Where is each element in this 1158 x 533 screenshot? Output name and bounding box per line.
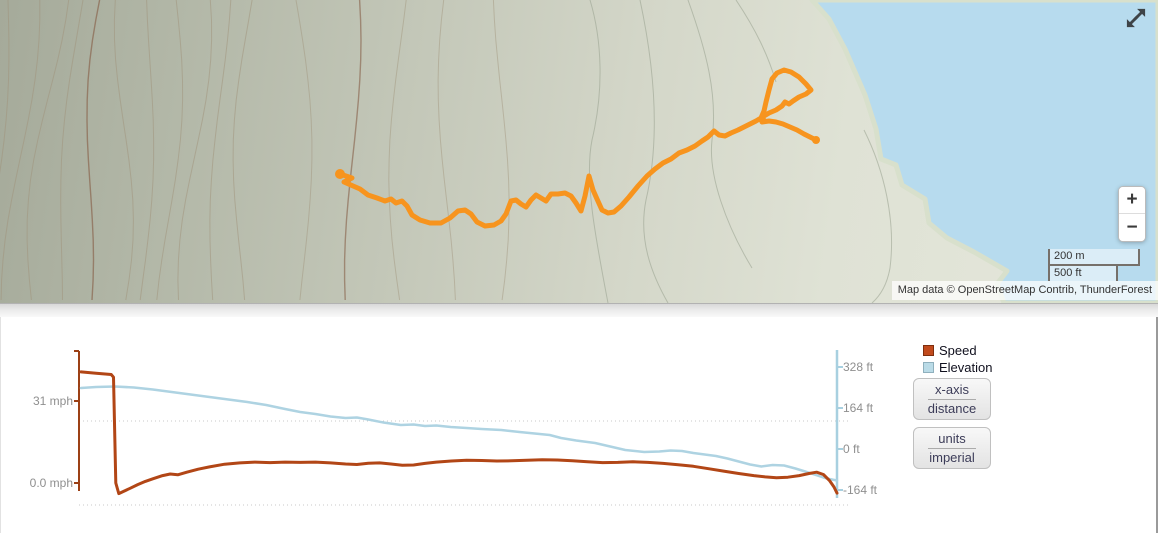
water <box>809 0 1158 303</box>
legend-label: Speed <box>939 342 977 358</box>
y-axis-left-tick-label: 0.0 mph <box>29 476 73 490</box>
legend-item-elevation: Elevation <box>923 359 992 375</box>
legend-swatch-elevation <box>923 361 934 373</box>
x-axis-button-value: distance <box>927 400 977 416</box>
map-canvas[interactable] <box>0 0 1158 303</box>
scale-imperial: 500 ft <box>1048 264 1118 281</box>
x-axis-button-label: x-axis <box>935 381 969 397</box>
units-button-label: units <box>938 430 966 446</box>
legend-label: Elevation <box>939 359 993 375</box>
zoom-in-button[interactable]: + <box>1119 187 1145 214</box>
scale-control: 200 m 500 ft <box>1048 249 1140 281</box>
track-start-point <box>335 169 345 179</box>
profile-chart-panel: Speed Elevation x-axis distance units imp… <box>0 317 1158 533</box>
track-end-point <box>812 136 820 144</box>
fullscreen-expand-icon <box>1126 8 1146 28</box>
button-divider <box>927 447 977 449</box>
map[interactable]: + − 200 m 500 ft Map data © OpenStreetMa… <box>0 0 1158 303</box>
units-button-value: imperial <box>929 449 975 465</box>
gps-track[interactable] <box>337 67 819 229</box>
y-axis-right-tick-label: 328 ft <box>843 360 874 374</box>
y-axis-right-tick-label: 164 ft <box>843 401 874 415</box>
button-divider <box>927 398 977 400</box>
chart-legend: Speed Elevation <box>923 342 992 376</box>
series-line-speed <box>79 370 839 496</box>
units-toggle-button[interactable]: units imperial <box>913 427 991 469</box>
map-attribution: Map data © OpenStreetMap Contrib, Thunde… <box>891 281 1158 300</box>
contour-lines <box>0 0 893 303</box>
legend-item-speed: Speed <box>923 342 992 358</box>
map-chart-splitter[interactable] <box>0 303 1158 318</box>
y-axis-left-tick-label: 31 mph <box>32 393 73 408</box>
zoom-control: + − <box>1118 186 1146 242</box>
y-axis-right-tick-label: -164 ft <box>843 483 878 497</box>
series-line-elevation <box>79 385 839 482</box>
x-axis-toggle-button[interactable]: x-axis distance <box>913 378 991 420</box>
zoom-out-button[interactable]: − <box>1119 214 1145 241</box>
fullscreen-button[interactable] <box>1123 5 1149 31</box>
legend-swatch-speed <box>923 344 934 356</box>
chart-plot-area[interactable] <box>1 317 1158 533</box>
y-axis-right-tick-label: 0 ft <box>843 442 860 456</box>
